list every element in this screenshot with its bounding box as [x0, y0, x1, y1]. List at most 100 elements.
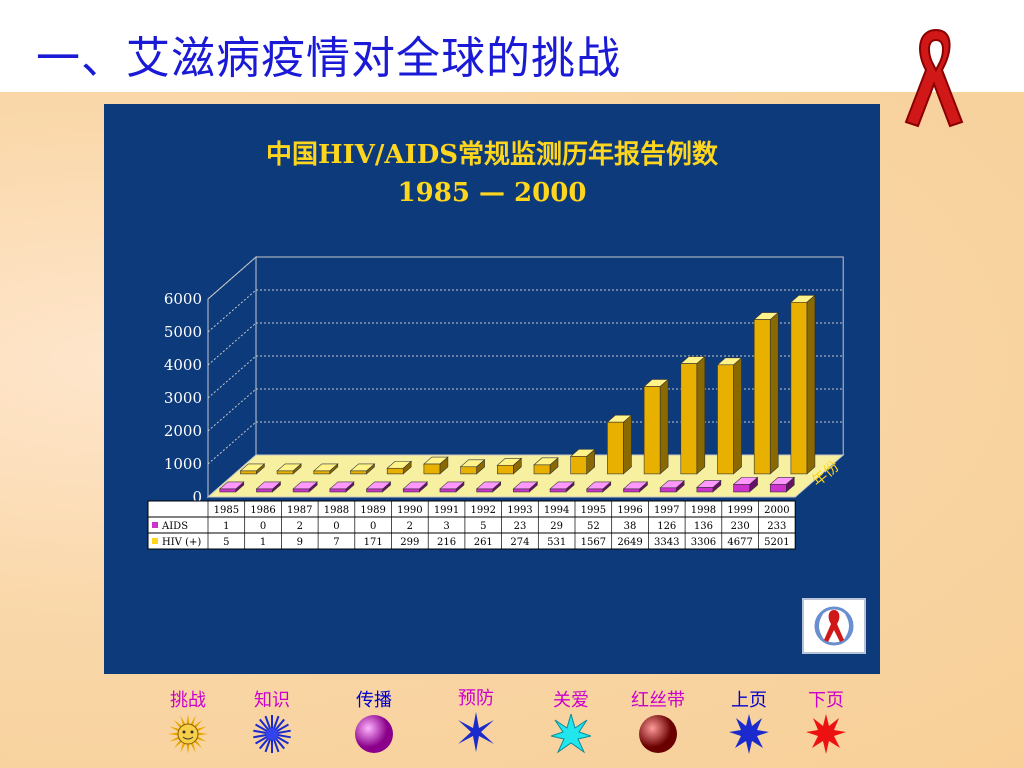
data-label: 0 — [370, 521, 376, 532]
bar-front — [549, 488, 567, 493]
blue-star-burst-icon — [252, 714, 292, 754]
hiv-bar — [496, 457, 523, 475]
bar-front — [659, 487, 677, 493]
nav-label: 下页 — [808, 690, 844, 711]
data-label: 38 — [624, 521, 637, 532]
slide-title: 一、艾滋病疫情对全球的挑战 — [36, 33, 621, 84]
data-label: 216 — [437, 537, 456, 548]
legend-swatch — [152, 538, 158, 544]
hiv-bar — [533, 457, 559, 475]
data-label: 0 — [333, 521, 339, 532]
nav-item-3[interactable]: 传播 — [334, 686, 414, 753]
y-tick-label: 6000 — [164, 290, 202, 308]
data-label: 52 — [587, 521, 600, 532]
data-label: 126 — [657, 521, 676, 532]
chart-panel: 中国HIV/AIDS常规监测历年报告例数 1985 — 2000 0 1000 20… — [104, 104, 880, 674]
aids-bar — [549, 481, 575, 493]
nav-item-2[interactable]: 知识 — [232, 686, 312, 753]
x-tick-label: 2000 — [764, 505, 789, 516]
x-tick-label: 1997 — [654, 505, 679, 516]
data-label: 261 — [474, 537, 493, 548]
hiv-bar — [349, 463, 376, 475]
bar-front — [386, 467, 404, 475]
x-tick-label: 1990 — [397, 505, 422, 516]
red-ribbon-icon — [904, 28, 964, 128]
bar-front — [313, 470, 331, 475]
data-label: 531 — [547, 537, 566, 548]
bar-front — [533, 464, 551, 475]
data-label: 7 — [333, 537, 339, 548]
nav-label: 传播 — [356, 690, 392, 711]
nav-item-8[interactable]: 下页 — [786, 686, 866, 754]
cyan-star-icon — [549, 712, 593, 754]
bar-front — [496, 464, 514, 475]
bar-front — [366, 488, 383, 493]
data-label: 2 — [297, 521, 303, 532]
x-tick-label: 1996 — [617, 505, 642, 516]
gridline-side — [207, 289, 257, 333]
hiv-bar — [680, 355, 706, 475]
bar-front — [476, 488, 493, 493]
data-label: 4677 — [727, 537, 752, 548]
y-tick-label: 1000 — [164, 455, 202, 473]
gridline-side — [207, 421, 257, 465]
chart-title: 中国HIV/AIDS常规监测历年报告例数 — [265, 140, 719, 170]
x-tick-label: 1986 — [250, 505, 275, 516]
bar-front — [717, 364, 734, 475]
hiv-bar — [423, 456, 449, 475]
x-tick-label: 1994 — [544, 505, 569, 516]
nav-item-7[interactable]: 上页 — [709, 686, 789, 754]
bar-front — [329, 488, 347, 493]
data-label: 9 — [297, 537, 303, 548]
data-label: 1567 — [581, 537, 606, 548]
aids-bar — [769, 476, 796, 493]
bar-front — [570, 456, 588, 475]
x-tick-label: 1987 — [287, 505, 312, 516]
data-label: 29 — [550, 521, 563, 532]
bar-front — [607, 421, 624, 475]
x-tick-label: 1989 — [360, 505, 385, 516]
aids-bar — [696, 479, 722, 493]
data-label: 5 — [480, 521, 486, 532]
data-label: 3343 — [654, 537, 679, 548]
data-label: 1 — [223, 521, 229, 532]
nav-item-6[interactable]: 红丝带 — [618, 686, 698, 753]
nav-item-1[interactable]: 挑战 — [148, 686, 228, 754]
data-label: 5201 — [764, 537, 789, 548]
bar-front — [696, 487, 714, 493]
table-bg — [147, 500, 796, 550]
x-tick-label: 1998 — [691, 505, 716, 516]
hiv-bar — [753, 311, 779, 475]
bar-front — [276, 470, 294, 475]
data-label: 136 — [694, 521, 713, 532]
gridline-side — [207, 388, 257, 432]
bar-front — [439, 488, 457, 493]
bar-front — [623, 488, 640, 493]
chart-subtitle: 1985 — 2000 — [397, 178, 587, 208]
aids-bar — [402, 481, 429, 493]
hiv-bar — [716, 357, 743, 475]
red-burst-icon — [806, 714, 846, 754]
bar-front — [769, 483, 787, 493]
navigation-bar: 挑战 知识 传播 预防 关爱 红丝带 上页 下页 — [0, 684, 1024, 768]
x-tick-label: 1992 — [471, 505, 496, 516]
data-label: 0 — [260, 521, 266, 532]
bar-front — [350, 470, 367, 475]
nav-item-4[interactable]: 预防 — [436, 684, 516, 752]
y-tick-label: 3000 — [164, 389, 202, 407]
data-label: 171 — [364, 537, 383, 548]
nav-label: 红丝带 — [631, 690, 685, 711]
bar-front — [256, 488, 273, 493]
data-label: 230 — [731, 521, 750, 532]
bar-front — [586, 488, 604, 493]
hiv-bar — [606, 414, 633, 475]
hiv-bar — [643, 378, 669, 475]
aids-bar — [659, 480, 685, 493]
bar-front — [402, 488, 420, 493]
x-tick-label: 1988 — [324, 505, 349, 516]
nav-label: 上页 — [731, 690, 767, 711]
blue-burst-icon — [729, 714, 769, 754]
aids-bar — [365, 481, 392, 493]
nav-item-5[interactable]: 关爱 — [531, 686, 611, 754]
